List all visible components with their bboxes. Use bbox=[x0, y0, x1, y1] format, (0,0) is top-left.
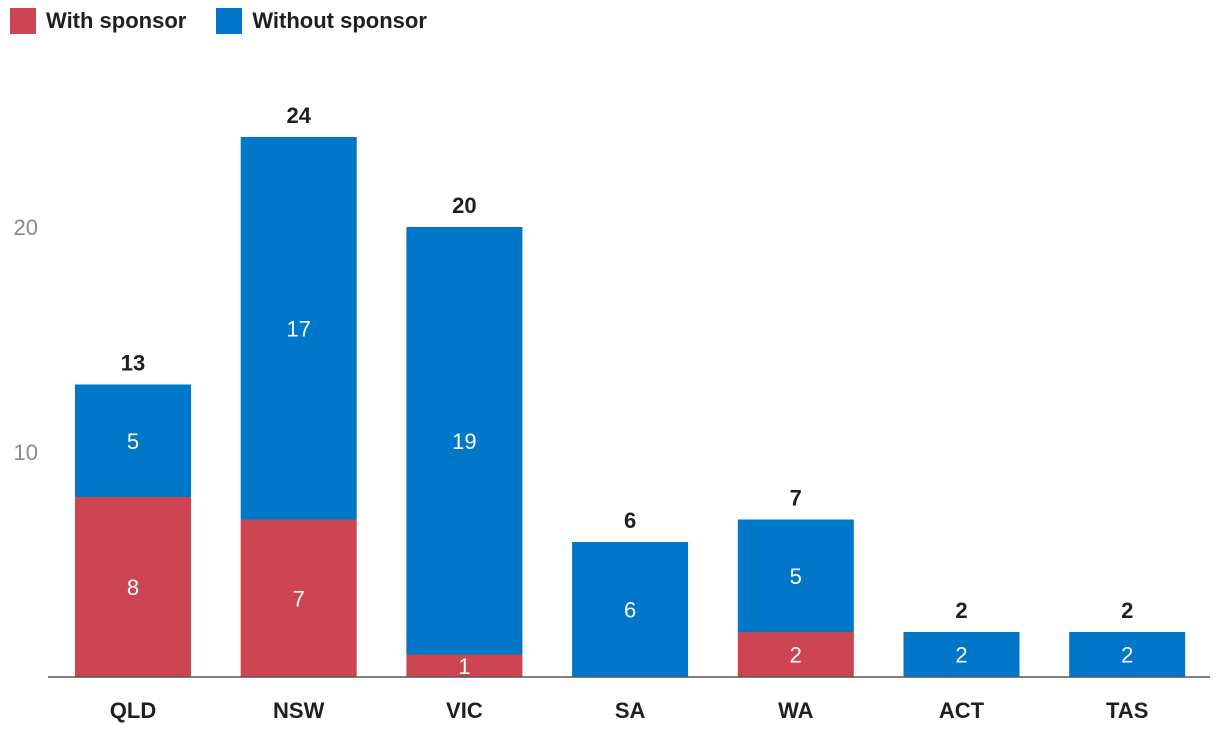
segment-label-qld-with-sponsor: 8 bbox=[127, 575, 139, 600]
x-tick-label-wa: WA bbox=[778, 698, 814, 723]
segment-label-nsw-without-sponsor: 17 bbox=[286, 316, 310, 341]
legend-label-with-sponsor: With sponsor bbox=[46, 8, 187, 33]
bar-qld-without-sponsor bbox=[75, 384, 191, 497]
total-label-vic: 20 bbox=[452, 193, 476, 218]
x-tick-label-nsw: NSW bbox=[273, 698, 325, 723]
segment-label-wa-without-sponsor: 5 bbox=[790, 564, 802, 589]
bar-tas-without-sponsor bbox=[1069, 632, 1186, 677]
total-label-wa: 7 bbox=[790, 486, 802, 511]
segment-label-wa-with-sponsor: 2 bbox=[790, 643, 802, 668]
x-tick-label-tas: TAS bbox=[1106, 698, 1148, 723]
x-tick-label-vic: VIC bbox=[446, 698, 483, 723]
total-label-act: 2 bbox=[955, 598, 967, 623]
segment-label-vic-without-sponsor: 19 bbox=[452, 429, 476, 454]
x-tick-label-qld: QLD bbox=[110, 698, 156, 723]
y-tick-label-10: 10 bbox=[14, 440, 38, 465]
bar-act-without-sponsor bbox=[903, 632, 1020, 677]
segment-label-nsw-with-sponsor: 7 bbox=[293, 586, 305, 611]
x-tick-label-act: ACT bbox=[939, 698, 985, 723]
total-label-nsw: 24 bbox=[286, 103, 311, 128]
legend-swatch-without-sponsor bbox=[216, 8, 243, 34]
bar-qld-with-sponsor bbox=[75, 497, 191, 677]
bar-wa-without-sponsor bbox=[737, 519, 854, 632]
bar-nsw-with-sponsor bbox=[240, 519, 357, 677]
segment-label-tas-without-sponsor: 2 bbox=[1121, 643, 1133, 668]
bar-wa-with-sponsor bbox=[737, 632, 854, 677]
bar-nsw-without-sponsor bbox=[240, 137, 357, 520]
segment-label-qld-without-sponsor: 5 bbox=[127, 429, 139, 454]
x-tick-label-sa: SA bbox=[615, 698, 646, 723]
segment-label-sa-without-sponsor: 6 bbox=[624, 598, 636, 623]
segment-label-act-without-sponsor: 2 bbox=[955, 643, 967, 668]
labels-group: 8 5 13 QLD 7 17 24 NSW 1 19 20 VIC 6 6 SA 2 5 7 WA 2 2 ACT 2 2 T… bbox=[110, 103, 1149, 723]
legend-item-with-sponsor: With sponsor bbox=[10, 8, 186, 34]
bar-vic-with-sponsor bbox=[406, 654, 523, 677]
legend-item-without-sponsor: Without sponsor bbox=[216, 8, 427, 34]
segment-label-vic-with-sponsor: 1 bbox=[458, 654, 470, 679]
total-label-sa: 6 bbox=[624, 508, 636, 533]
total-label-qld: 13 bbox=[121, 351, 145, 376]
bars-group bbox=[75, 137, 1186, 677]
legend-label-without-sponsor: Without sponsor bbox=[252, 8, 427, 33]
y-tick-label-20: 20 bbox=[14, 215, 38, 240]
legend-swatch-with-sponsor bbox=[10, 8, 36, 34]
bar-vic-without-sponsor bbox=[406, 227, 523, 655]
bar-sa-without-sponsor bbox=[572, 542, 689, 677]
legend: With sponsor Without sponsor bbox=[10, 8, 427, 34]
total-label-tas: 2 bbox=[1121, 598, 1133, 623]
